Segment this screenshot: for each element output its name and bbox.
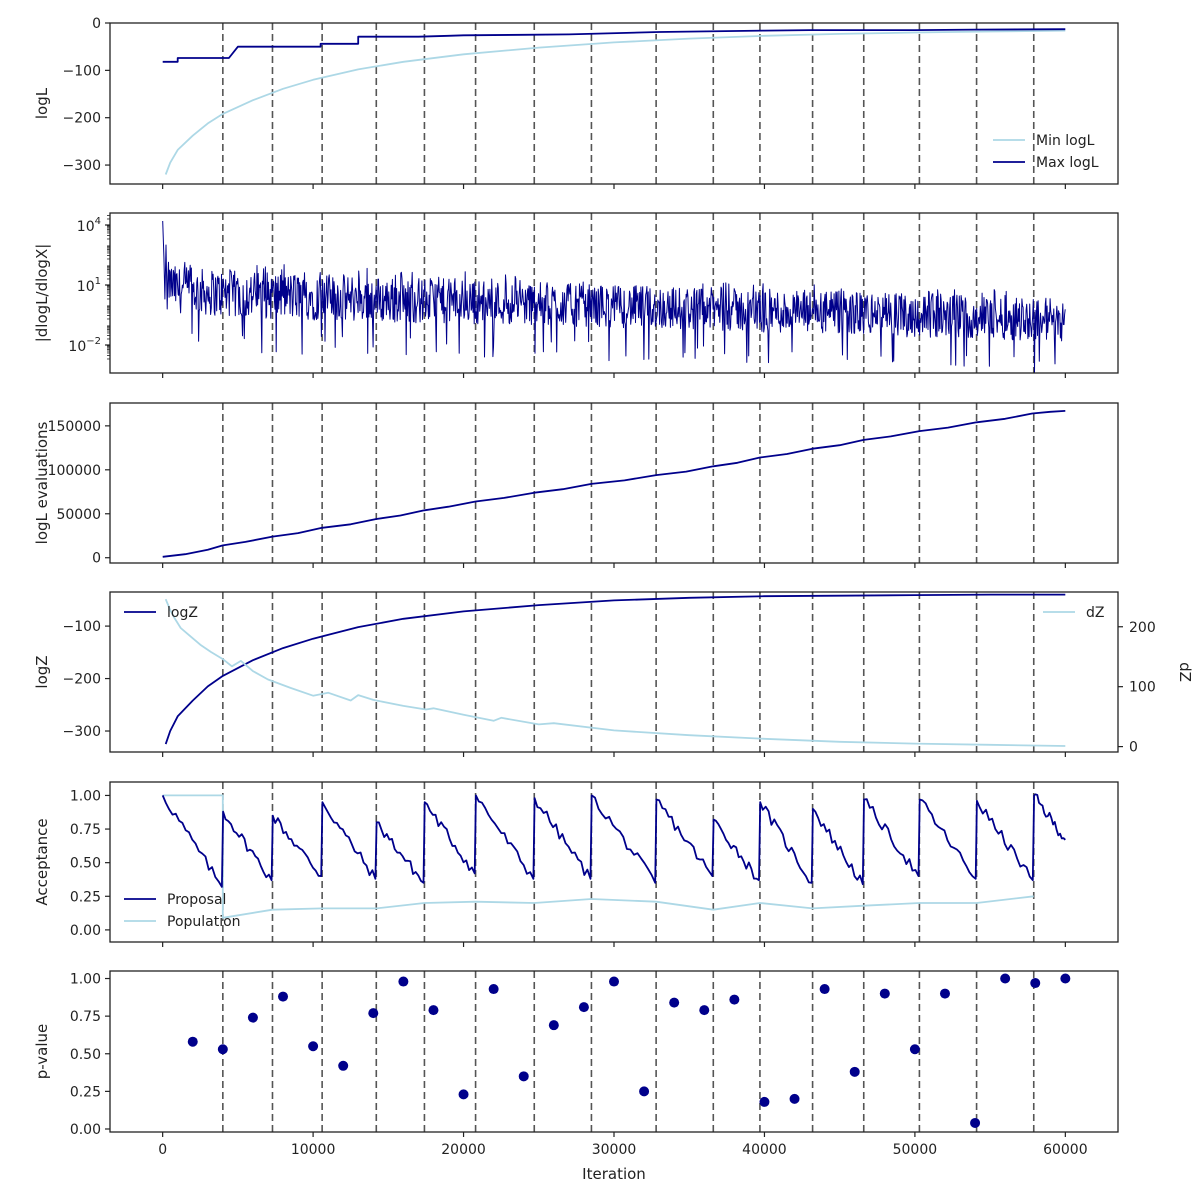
p-value-point	[789, 1093, 800, 1104]
p-value-point	[548, 1020, 559, 1031]
y-axis-label: logL	[33, 87, 51, 119]
y-tick-label: 0.25	[70, 889, 101, 905]
p-value-point	[609, 976, 619, 987]
y-tick-label: −200	[63, 672, 101, 688]
p-value-point	[247, 1012, 258, 1023]
y-tick-label: 0.50	[70, 856, 101, 872]
y-tick-label: −100	[63, 619, 101, 635]
series-dlogl	[162, 220, 1066, 373]
y-tick-label: −300	[63, 724, 101, 740]
legend-label: dZ	[1086, 605, 1104, 621]
p-value-point	[308, 1041, 319, 1052]
series-logz	[164, 593, 1066, 745]
x-tick-label: 0	[158, 1142, 167, 1158]
y-tick-label: −300	[63, 158, 101, 174]
y-axis-label: logL evaluations	[33, 421, 51, 544]
series-min-logl	[164, 29, 1066, 175]
y2-tick-label: 100	[1129, 680, 1156, 696]
y-tick-label: −100	[63, 63, 101, 79]
y2-tick-label: 0	[1129, 740, 1138, 756]
y-tick-label: 101	[77, 276, 101, 295]
p-value-point	[1060, 973, 1071, 984]
y-tick-label: 150000	[48, 419, 101, 435]
series-dz	[164, 598, 1066, 747]
y-tick-label: 0.25	[70, 1084, 101, 1100]
p-value-point	[458, 1089, 469, 1100]
p-value-point	[278, 991, 289, 1002]
y-tick-label: 100000	[48, 463, 101, 479]
p-value-point	[849, 1066, 860, 1077]
p-value-point	[909, 1044, 920, 1055]
series-max-logl	[162, 28, 1066, 63]
y-tick-label: 0	[92, 16, 101, 32]
p-value-point	[398, 976, 409, 987]
y-tick-label: 0.75	[70, 822, 101, 838]
panel-frame	[109, 781, 1119, 943]
p-value-point	[187, 1036, 198, 1047]
y-axis-label: |dlogL/dlogX|	[33, 244, 51, 343]
x-tick-label: 10000	[291, 1142, 336, 1158]
y-tick-label: 0	[92, 551, 101, 567]
y-tick-label: −200	[63, 111, 101, 127]
p-value-point	[578, 1002, 589, 1013]
p-value-point	[970, 1117, 981, 1128]
p-value-point	[669, 997, 680, 1008]
series-logl-evaluations	[162, 410, 1066, 558]
panel-logl: 0 −100 −200 −300 logL Min logL Max logL	[33, 16, 1119, 189]
p-value-point	[819, 984, 830, 995]
x-tick-label: 60000	[1043, 1142, 1088, 1158]
p-value-point	[759, 1096, 770, 1107]
p-value-point	[1030, 978, 1041, 989]
panel-frame	[109, 970, 1119, 1133]
legend-label: Proposal	[167, 892, 226, 908]
y-tick-label: 10−2	[68, 336, 101, 355]
p-value-point	[879, 988, 890, 999]
series-population	[162, 794, 1034, 919]
panel-logz: −100 −200 −300 0 100 200 logZ dZ logZ dZ	[33, 591, 1194, 757]
p-value-point	[217, 1044, 228, 1055]
y2-axis-label: dZ	[1176, 662, 1194, 682]
panel-frame	[109, 591, 1119, 753]
p-value-point	[939, 988, 950, 999]
series-proposal	[161, 793, 1066, 888]
p-value-point	[338, 1060, 349, 1071]
panel-acceptance: 0.00 0.25 0.50 0.75 1.00 Acceptance Proposal Po…	[33, 781, 1119, 947]
legend-label: Min logL	[1036, 133, 1095, 149]
x-axis-label: Iteration	[582, 1165, 646, 1183]
p-value-point	[729, 994, 740, 1005]
y-tick-label: 0.50	[70, 1047, 101, 1063]
y-tick-label: 0.00	[70, 923, 101, 939]
y-axis-label: logZ	[33, 655, 51, 688]
p-value-point	[1000, 973, 1011, 984]
y-tick-label: 1.00	[70, 972, 101, 988]
x-tick-label: 50000	[893, 1142, 938, 1158]
x-tick-label: 40000	[742, 1142, 787, 1158]
p-value-point	[488, 984, 499, 995]
y-tick-label: 0.75	[70, 1009, 101, 1025]
y-axis-label: p-value	[33, 1024, 51, 1080]
y-tick-label: 0.00	[70, 1122, 101, 1138]
p-value-point	[699, 1005, 710, 1016]
y2-tick-label: 200	[1129, 620, 1156, 636]
legend-label: logZ	[167, 605, 198, 621]
y-axis-label: Acceptance	[33, 818, 51, 905]
panel-p-value: 0.00 0.25 0.50 0.75 1.00 0 10000 20000 30000 4000…	[33, 970, 1119, 1158]
legend-label: Max logL	[1036, 155, 1099, 171]
x-tick-label: 20000	[441, 1142, 486, 1158]
x-tick-label: 30000	[592, 1142, 637, 1158]
y-tick-label: 1.00	[70, 788, 101, 804]
y-tick-label: 104	[77, 216, 101, 235]
p-value-point	[639, 1086, 650, 1097]
y-tick-label: 50000	[56, 507, 101, 523]
p-value-point	[368, 1008, 379, 1019]
p-value-point	[428, 1005, 439, 1016]
legend-label: Population	[167, 914, 241, 930]
p-value-point	[518, 1071, 529, 1082]
panel-dlogl-dlogx: 104 101 10−2 |dlogL/dlogX|	[33, 212, 1119, 378]
